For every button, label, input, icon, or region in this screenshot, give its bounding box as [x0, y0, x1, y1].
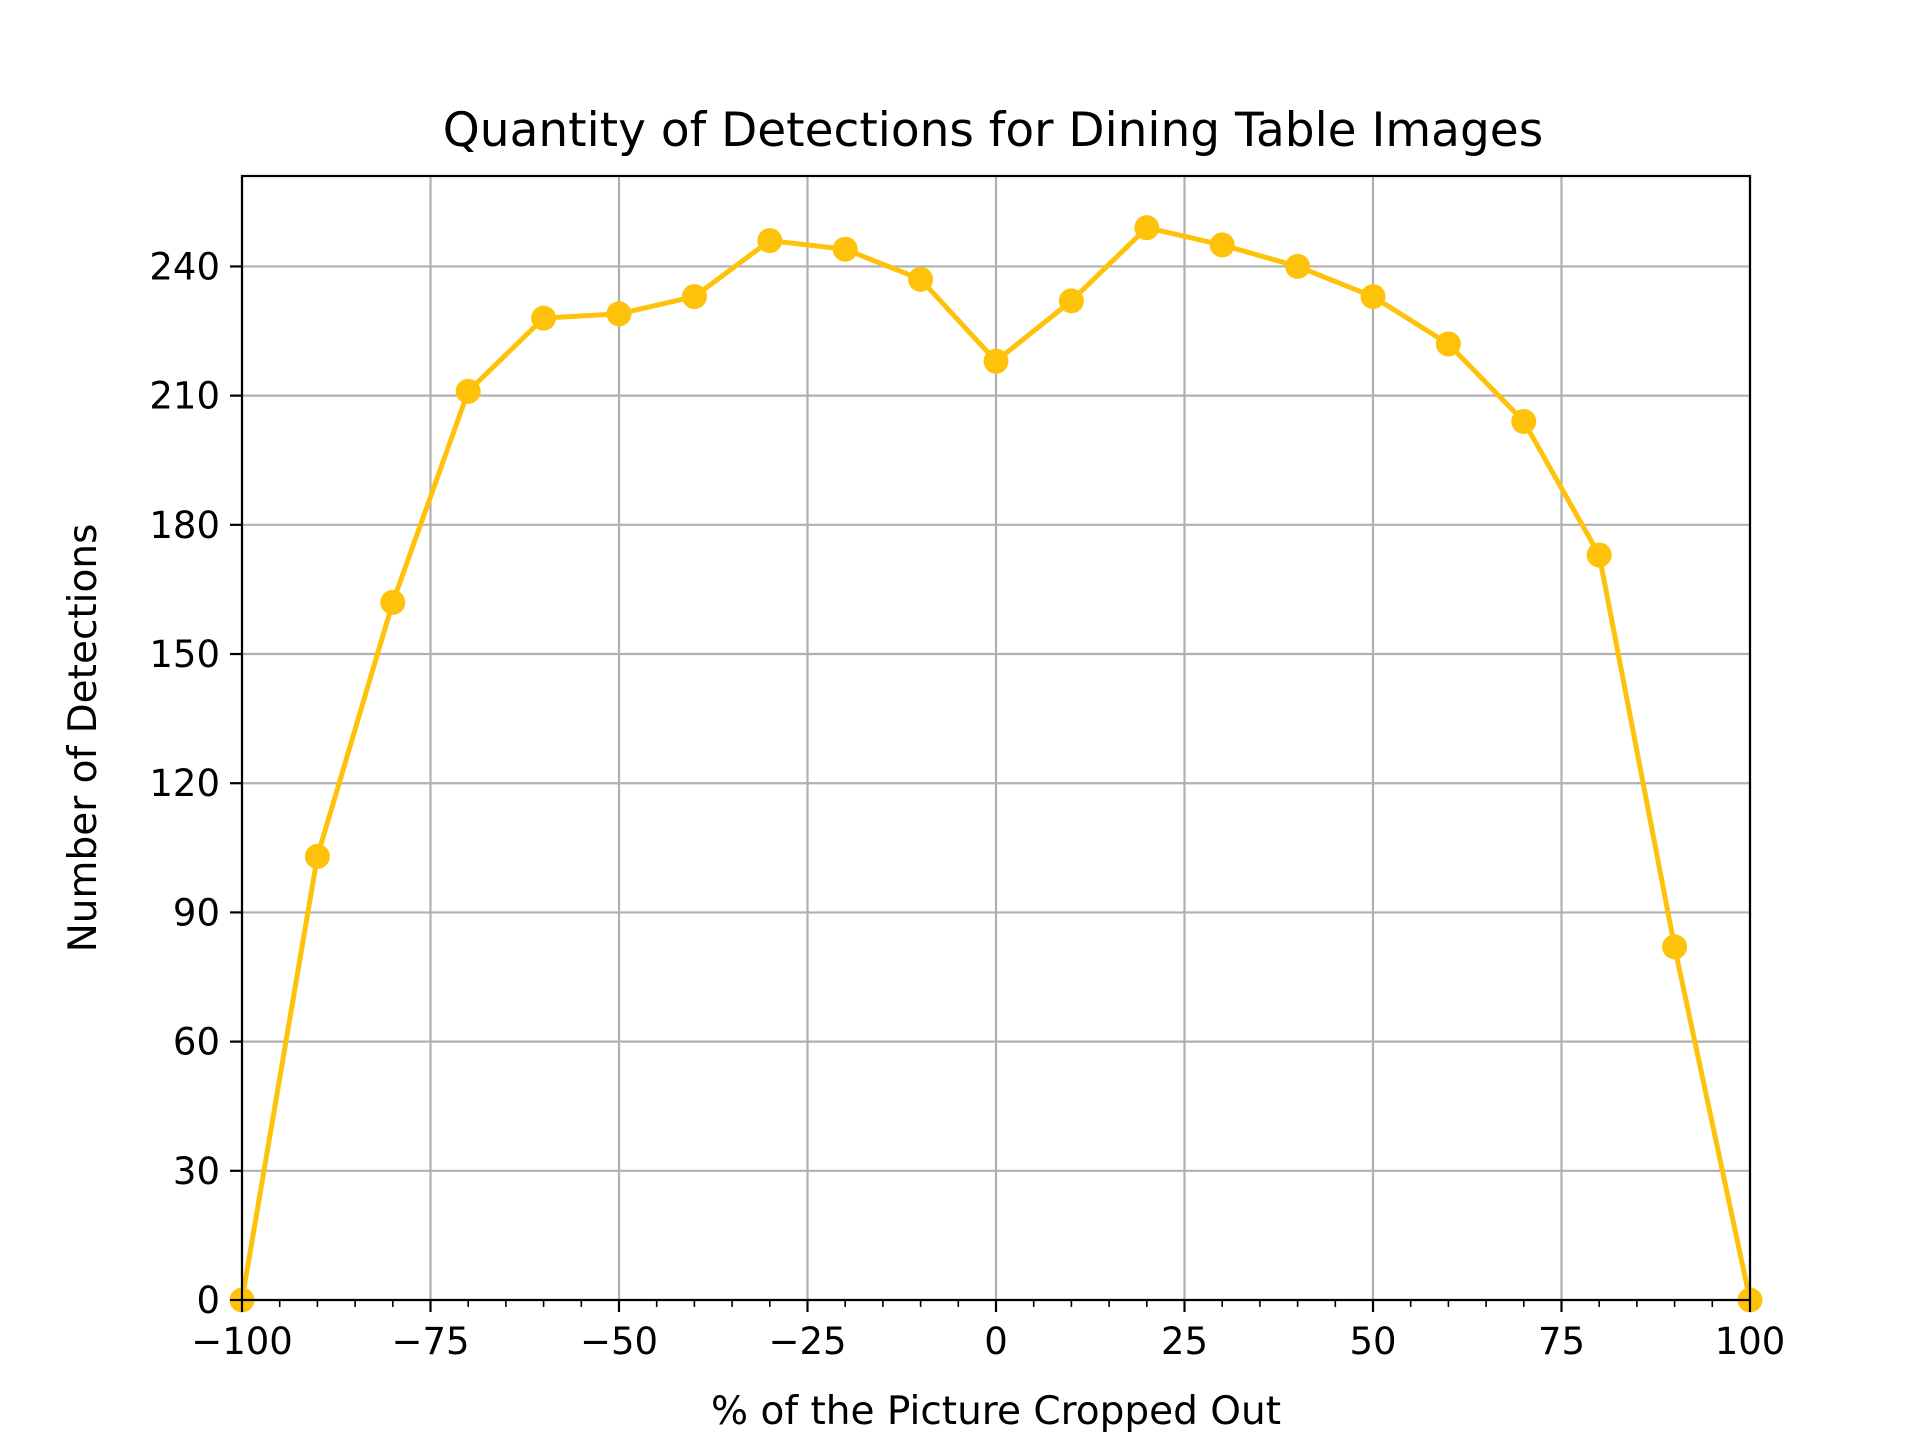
- y-axis-title: Number of Detections: [61, 524, 106, 953]
- data-point: [681, 284, 707, 310]
- data-point: [832, 236, 858, 262]
- data-point: [983, 348, 1009, 374]
- data-point: [380, 589, 406, 615]
- data-point: [1134, 215, 1160, 241]
- y-tick-label: 240: [149, 245, 220, 288]
- data-point: [455, 378, 481, 404]
- data-point: [304, 843, 330, 869]
- data-point: [531, 305, 557, 331]
- data-point: [757, 228, 783, 254]
- x-tick-label: 25: [1161, 1320, 1208, 1363]
- y-tick-label: 60: [173, 1021, 220, 1064]
- x-tick-label: −100: [191, 1320, 293, 1363]
- data-point: [1209, 232, 1235, 258]
- data-point: [606, 301, 632, 327]
- data-point: [1285, 253, 1311, 279]
- y-tick-label: 150: [149, 633, 220, 676]
- grid: [240, 176, 1752, 1302]
- y-tick-label: 30: [173, 1150, 220, 1193]
- x-tick-label: −75: [391, 1320, 469, 1363]
- chart-title: Quantity of Detections for Dining Table …: [443, 103, 1543, 158]
- y-tick-label: 120: [149, 762, 220, 805]
- x-tick-label: 50: [1349, 1320, 1396, 1363]
- y-tick-label: 180: [149, 504, 220, 547]
- x-tick-label: 100: [1715, 1320, 1786, 1363]
- axis-ticks: −100 −75 −50 −25 0 25 50 75 100 0 30 60 90 120 150 180 2…: [149, 245, 1785, 1363]
- x-tick-label: −50: [580, 1320, 658, 1363]
- data-point: [1435, 331, 1461, 357]
- series: [229, 215, 1763, 1313]
- x-tick-label: 0: [984, 1320, 1008, 1363]
- data-point: [1058, 288, 1084, 314]
- y-tick-label: 90: [173, 891, 220, 934]
- data-point: [1586, 542, 1612, 568]
- x-axis-title: % of the Picture Cropped Out: [711, 1389, 1281, 1434]
- data-point: [1662, 934, 1688, 960]
- y-tick-label: 210: [149, 375, 220, 418]
- data-point: [908, 266, 934, 292]
- y-tick-label: 0: [196, 1279, 220, 1322]
- x-tick-label: 75: [1538, 1320, 1585, 1363]
- x-tick-label: −25: [768, 1320, 846, 1363]
- data-point: [1360, 284, 1386, 310]
- data-point: [1511, 408, 1537, 434]
